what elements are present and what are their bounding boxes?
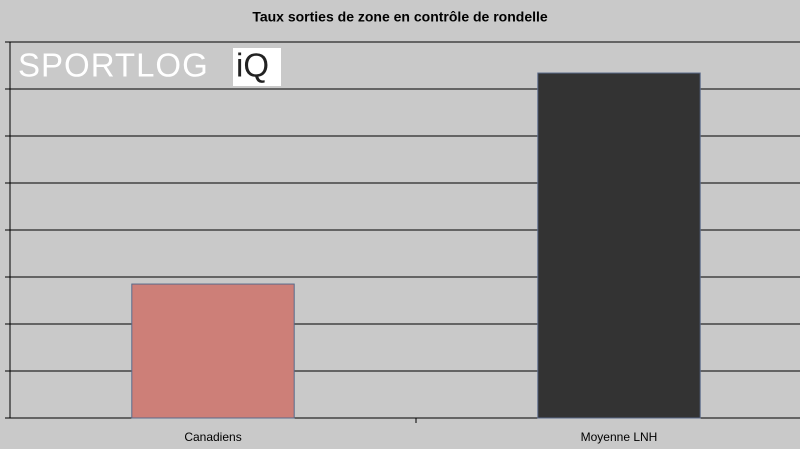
logo-box — [233, 48, 281, 86]
x-tick-label: Moyenne LNH — [581, 430, 658, 444]
bar — [537, 72, 701, 419]
logo-text: SPORTLOG — [18, 47, 209, 84]
x-tick-label: Canadiens — [184, 430, 241, 444]
chart-title: Taux sorties de zone en contrôle de rond… — [252, 9, 548, 25]
logo-highlight: iQ — [236, 47, 269, 84]
bar — [131, 283, 295, 419]
